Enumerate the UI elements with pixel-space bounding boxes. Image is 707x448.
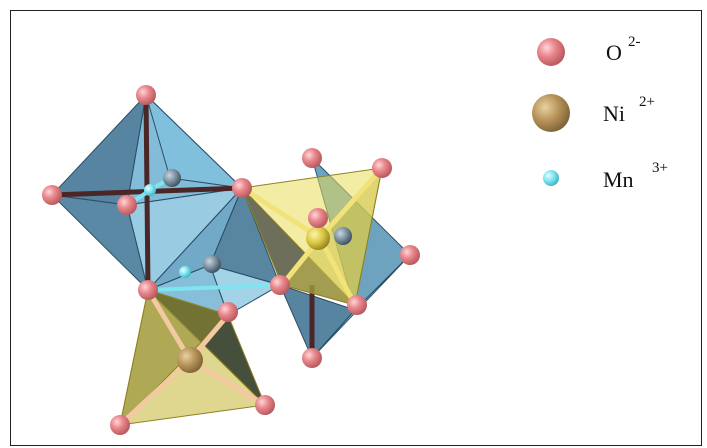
legend-oxygen-symbol: O (606, 40, 622, 65)
oxygen-atom (138, 280, 158, 300)
oxygen-atom (302, 148, 322, 168)
octahedron-2 (146, 186, 282, 316)
oxygen-atom (372, 158, 392, 178)
oxygen-swatch-icon (537, 38, 565, 66)
mn-center-2 (203, 255, 221, 273)
legend-nickel-charge: 2+ (639, 94, 655, 110)
oxygen-atom (347, 295, 367, 315)
oxygen-atom (232, 178, 252, 198)
legend-manganese-charge: 3+ (652, 160, 668, 176)
oxygen-atom (110, 415, 130, 435)
manganese-swatch-icon (543, 170, 559, 186)
ni-center-2 (177, 347, 203, 373)
oxygen-atom (270, 275, 290, 295)
mn-center-3 (334, 227, 352, 245)
legend: O 2- Ni 2+ Mn 3+ (532, 34, 668, 192)
oxygen-atom (136, 85, 156, 105)
mn-center-1 (163, 169, 181, 187)
oxygen-atom (218, 302, 238, 322)
mn-ion-1 (144, 184, 156, 196)
legend-manganese-symbol: Mn (603, 167, 634, 192)
legend-item-oxygen: O 2- (537, 34, 641, 66)
oxygen-ions (42, 85, 420, 435)
legend-nickel-symbol: Ni (603, 101, 625, 126)
legend-item-manganese: Mn 3+ (543, 160, 668, 192)
legend-oxygen-charge: 2- (628, 34, 641, 50)
oxygen-atom (255, 395, 275, 415)
cation-centers (144, 169, 352, 373)
oxygen-atom (400, 245, 420, 265)
oxygen-atom (308, 208, 328, 228)
nickel-swatch-icon (532, 94, 570, 132)
oxygen-atom (117, 195, 137, 215)
oxygen-atom (42, 185, 62, 205)
legend-item-nickel: Ni 2+ (532, 94, 655, 132)
ni-center-1 (306, 226, 330, 250)
mn-ion-2 (179, 266, 191, 278)
oxygen-atom (302, 348, 322, 368)
